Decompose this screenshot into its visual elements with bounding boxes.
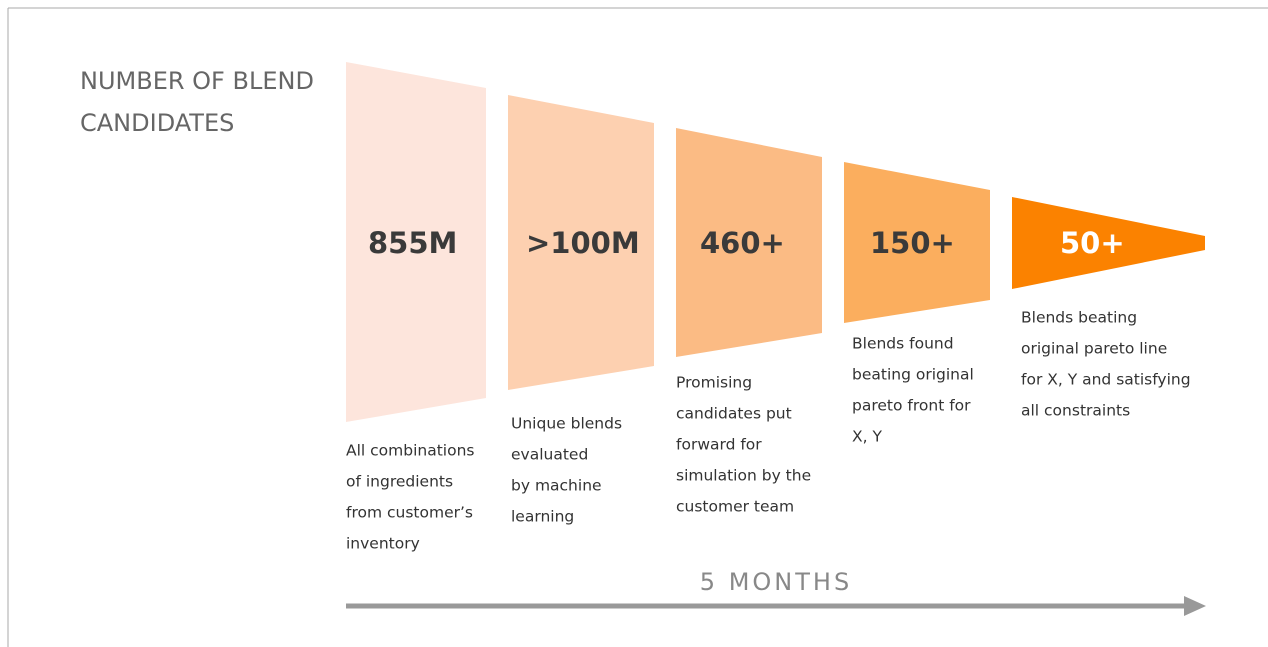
stage-description: beating original <box>852 366 974 384</box>
stage-description: evaluated <box>511 446 588 464</box>
stage-description: for X, Y and satisfying <box>1021 371 1191 389</box>
stage-description: Blends found <box>852 335 954 353</box>
stage-description: forward for <box>676 436 762 454</box>
stage-description: original pareto line <box>1021 340 1167 358</box>
stage-value: 50+ <box>1060 226 1125 260</box>
stage-description: All combinations <box>346 442 474 460</box>
stage-description: all constraints <box>1021 402 1130 420</box>
stage-description: simulation by the <box>676 467 811 485</box>
stage-description: Blends beating <box>1021 309 1137 327</box>
stage-description: customer team <box>676 498 794 516</box>
stage-shape <box>1012 197 1205 289</box>
stage-description: pareto front for <box>852 397 971 415</box>
stage-description: Promising <box>676 374 752 392</box>
stage-description: candidates put <box>676 405 792 423</box>
stage-value: >100M <box>526 226 640 260</box>
title-line: CANDIDATES <box>80 109 234 137</box>
arrow-head <box>1184 596 1206 616</box>
stage-description: of ingredients <box>346 473 453 491</box>
stage-description: from customer’s <box>346 504 473 522</box>
timeline-label: 5 MONTHS <box>700 568 852 596</box>
stage-description: inventory <box>346 535 420 553</box>
stage-description: Unique blends <box>511 415 622 433</box>
stage-description: X, Y <box>852 428 882 446</box>
stage-value: 150+ <box>870 226 955 260</box>
stage-description: by machine <box>511 477 602 495</box>
stage-shape <box>676 128 822 357</box>
stage-shape <box>346 62 486 422</box>
title-line: NUMBER OF BLEND <box>80 67 314 95</box>
stage-shape <box>844 162 990 323</box>
stage-description: learning <box>511 508 574 526</box>
stage-shape <box>508 95 654 390</box>
stage-value: 460+ <box>700 226 785 260</box>
stage-value: 855M <box>368 226 457 260</box>
